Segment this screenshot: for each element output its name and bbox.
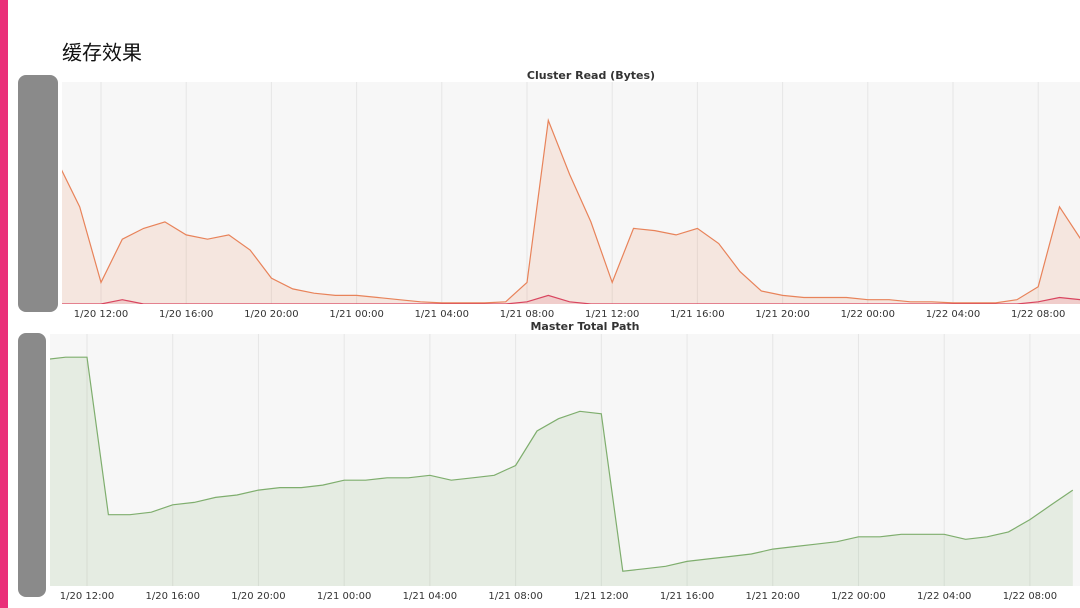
redaction-box (18, 333, 46, 597)
x-tick-label: 1/21 04:00 (415, 309, 469, 320)
chart-title: Master Total Path (530, 320, 639, 333)
x-tick-label: 1/21 08:00 (500, 309, 554, 320)
x-tick-label: 1/21 20:00 (755, 309, 809, 320)
x-tick-label: 1/21 04:00 (403, 591, 457, 602)
x-tick-label: 1/20 16:00 (159, 309, 213, 320)
x-tick-label: 1/20 20:00 (244, 309, 298, 320)
x-tick-label: 1/21 00:00 (317, 591, 371, 602)
slide-title: 缓存效果 (62, 41, 142, 65)
chart: Cluster Read (Bytes) 1/20 12:00 1/20 16:00… (62, 69, 1080, 320)
plot-area (50, 334, 1080, 586)
x-tick-label: 1/22 00:00 (831, 591, 885, 602)
series-line (62, 294, 1080, 304)
x-tick-label: 1/21 12:00 (585, 309, 639, 320)
plot-area (62, 82, 1080, 304)
x-tick-label: 1/20 12:00 (74, 309, 128, 320)
chart: Master Total Path 1/20 12:00 1/20 16:00 1/2… (50, 320, 1080, 602)
x-tick-label: 1/22 08:00 (1011, 309, 1065, 320)
series-line (62, 118, 1080, 304)
x-tick-label: 1/21 16:00 (660, 591, 714, 602)
x-tick-label: 1/21 08:00 (488, 591, 542, 602)
x-tick-label: 1/22 04:00 (926, 309, 980, 320)
x-tick-label: 1/20 20:00 (231, 591, 285, 602)
x-tick-label: 1/20 16:00 (145, 591, 199, 602)
x-tick-label: 1/21 12:00 (574, 591, 628, 602)
area-fill (50, 357, 1073, 586)
charts: Cluster Read (Bytes) 1/20 12:00 1/20 16:00… (50, 69, 1080, 602)
x-tick-label: 1/20 12:00 (60, 591, 114, 602)
area-fill (62, 120, 1080, 304)
x-tick-label: 1/22 00:00 (841, 309, 895, 320)
x-tick-label: 1/21 20:00 (746, 591, 800, 602)
accent-bar (0, 0, 8, 608)
x-tick-label: 1/22 04:00 (917, 591, 971, 602)
redaction-box (18, 75, 58, 312)
series-line (50, 356, 1074, 572)
x-tick-label: 1/22 08:00 (1003, 591, 1057, 602)
x-tick-label: 1/21 16:00 (670, 309, 724, 320)
chart-title: Cluster Read (Bytes) (527, 69, 655, 82)
x-tick-label: 1/21 00:00 (329, 309, 383, 320)
